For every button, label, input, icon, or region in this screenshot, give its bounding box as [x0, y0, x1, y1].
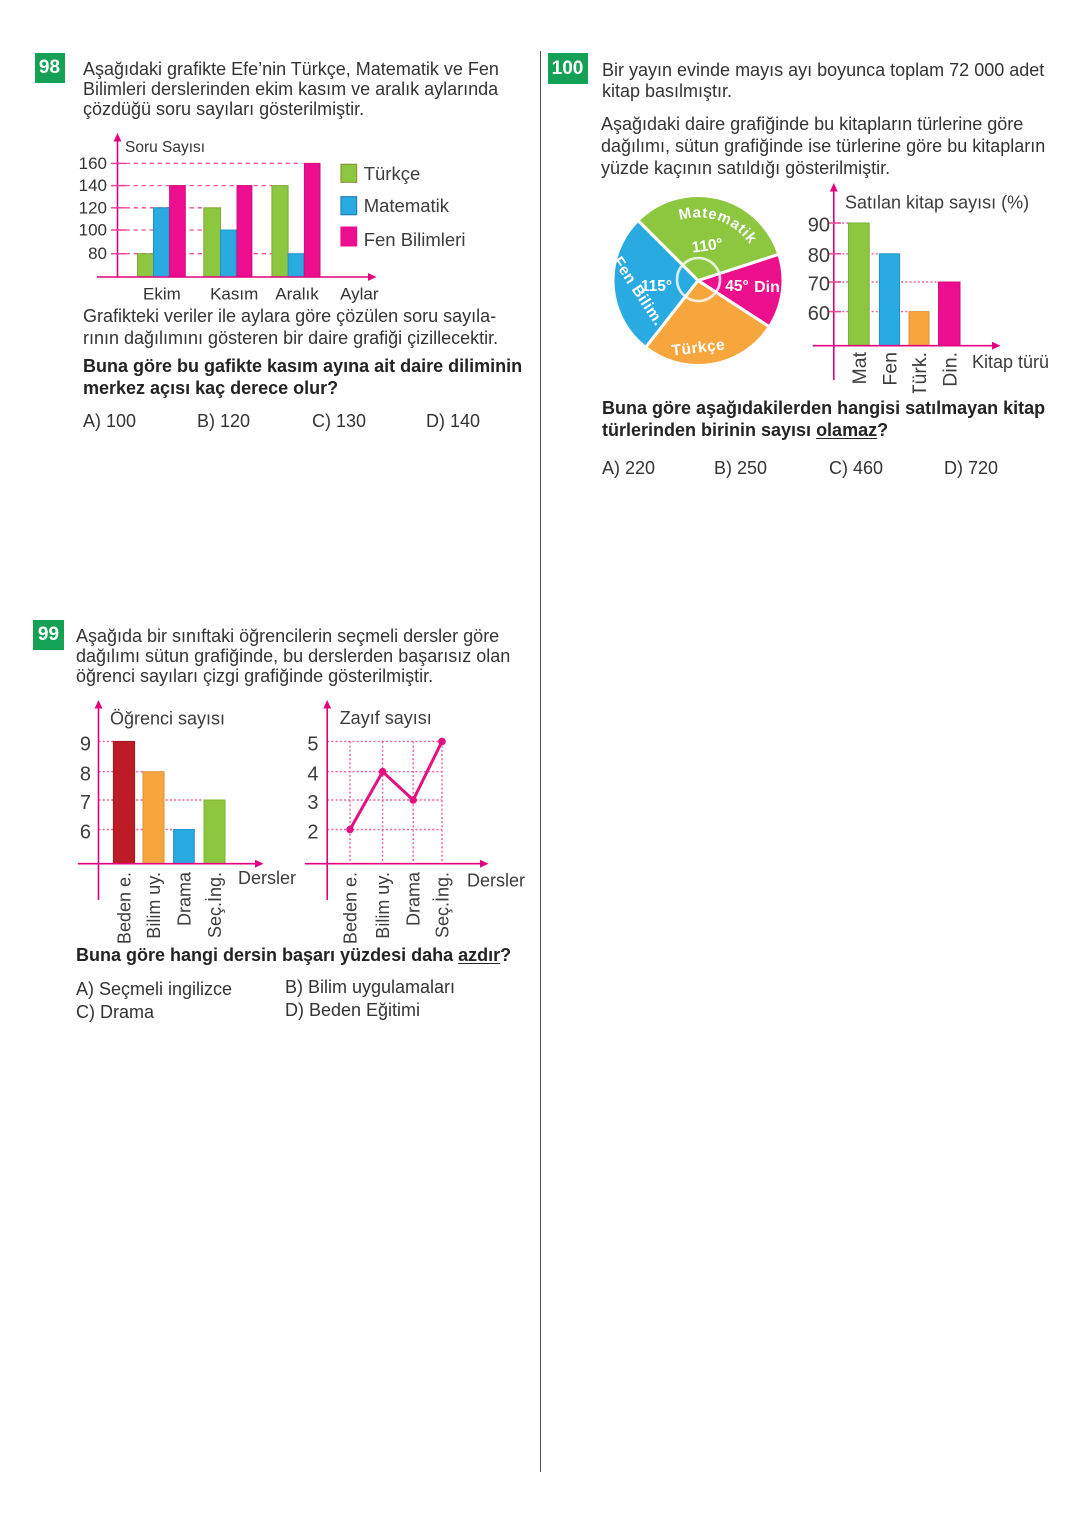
svg-text:Kasım: Kasım	[210, 285, 258, 304]
svg-text:80: 80	[808, 245, 830, 267]
svg-text:Aylar: Aylar	[340, 285, 379, 304]
svg-text:115°: 115°	[641, 278, 672, 295]
svg-text:Beden e.: Beden e.	[115, 872, 135, 944]
svg-text:Beden e.: Beden e.	[341, 872, 361, 944]
svg-text:90: 90	[808, 214, 830, 236]
svg-text:Kitap türü: Kitap türü	[972, 352, 1049, 372]
svg-text:Dersler: Dersler	[238, 868, 296, 888]
svg-text:Din: Din	[754, 279, 780, 296]
svg-text:3: 3	[307, 792, 318, 814]
svg-text:Matematik: Matematik	[364, 195, 450, 216]
svg-text:Satılan kitap sayısı (%): Satılan kitap sayısı (%)	[845, 193, 1029, 213]
svg-text:Seç.İng.: Seç.İng.	[433, 872, 453, 938]
svg-text:4: 4	[307, 764, 318, 786]
svg-text:140: 140	[79, 176, 107, 195]
svg-text:5: 5	[307, 733, 318, 755]
svg-text:8: 8	[80, 764, 91, 786]
svg-text:Fen Bilimleri: Fen Bilimleri	[364, 229, 466, 250]
svg-text:Öğrenci sayısı: Öğrenci sayısı	[110, 709, 225, 729]
svg-text:80: 80	[88, 244, 107, 263]
svg-text:7: 7	[80, 792, 91, 814]
svg-text:9: 9	[80, 733, 91, 755]
svg-text:Türkçe: Türkçe	[364, 163, 421, 184]
svg-text:Fen: Fen	[880, 352, 902, 386]
svg-text:Soru Sayısı: Soru Sayısı	[125, 139, 205, 156]
svg-text:6: 6	[80, 822, 91, 844]
svg-text:Drama: Drama	[404, 871, 424, 926]
svg-text:Mat: Mat	[849, 351, 871, 384]
svg-text:Din.: Din.	[939, 352, 961, 387]
svg-text:45°: 45°	[725, 278, 748, 295]
svg-text:120: 120	[79, 198, 107, 217]
svg-text:60: 60	[808, 303, 830, 325]
svg-text:Seç.İng.: Seç.İng.	[205, 872, 225, 938]
svg-text:110°: 110°	[691, 235, 724, 256]
svg-text:Türkçe: Türkçe	[671, 336, 727, 359]
svg-text:Aralık: Aralık	[275, 285, 319, 304]
svg-text:Ekim: Ekim	[143, 285, 181, 304]
svg-text:Bilim uy.: Bilim uy.	[144, 872, 164, 939]
svg-text:160: 160	[79, 154, 107, 173]
svg-text:2: 2	[307, 822, 318, 844]
svg-text:100: 100	[79, 221, 107, 240]
svg-text:Drama: Drama	[175, 871, 195, 926]
svg-text:Bilim uy.: Bilim uy.	[373, 872, 393, 939]
svg-text:70: 70	[808, 273, 830, 295]
svg-text:Dersler: Dersler	[467, 871, 525, 891]
svg-text:Zayıf sayısı: Zayıf sayısı	[340, 708, 432, 728]
svg-text:Türk.: Türk.	[909, 352, 931, 393]
